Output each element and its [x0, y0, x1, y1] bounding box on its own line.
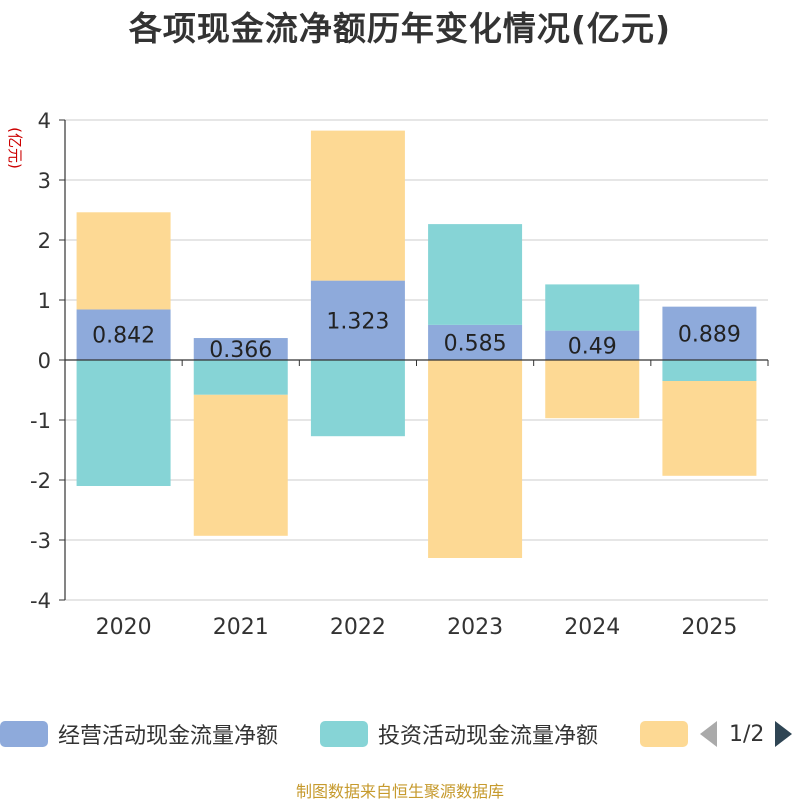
y-tick-label: 2 — [38, 229, 51, 253]
x-tick-label: 2020 — [96, 615, 152, 640]
data-label: 0.366 — [209, 338, 272, 363]
bar-investing — [193, 360, 288, 395]
y-tick-label: -1 — [30, 409, 51, 433]
bar-investing — [428, 224, 523, 325]
bar-operating — [428, 324, 523, 360]
bar-operating — [193, 338, 288, 360]
data-label: 0.889 — [678, 322, 741, 347]
legend-item-investing[interactable]: 投资活动现金流量净额 — [320, 716, 598, 752]
bar-financing — [545, 360, 640, 419]
bar-financing — [428, 360, 523, 558]
x-tick-label: 2021 — [213, 615, 269, 640]
y-tick-label: -4 — [30, 589, 51, 613]
bar-operating — [76, 309, 171, 360]
y-tick-label: -3 — [30, 529, 51, 553]
x-tick-label: 2025 — [681, 615, 737, 640]
data-label: 0.842 — [92, 324, 155, 349]
pager-next-icon[interactable] — [775, 721, 793, 747]
bar-financing — [662, 381, 757, 476]
chart-title: 各项现金流净额历年变化情况(亿元) — [128, 9, 672, 48]
x-tick-label: 2023 — [447, 615, 503, 640]
bar-financing — [310, 130, 405, 281]
legend-label-investing: 投资活动现金流量净额 — [378, 724, 599, 749]
bar-investing — [310, 360, 405, 437]
legend-label-operating: 经营活动现金流量净额 — [58, 724, 279, 749]
x-tick-label: 2022 — [330, 615, 386, 640]
legend-item-financing[interactable] — [640, 716, 698, 752]
bar-investing — [545, 284, 640, 331]
bar-investing — [76, 360, 171, 486]
x-tick-label: 2024 — [564, 615, 620, 640]
data-label: 0.49 — [568, 334, 617, 359]
y-tick-label: -2 — [30, 469, 51, 493]
legend: 经营活动现金流量净额 投资活动现金流量净额 1/2 — [0, 716, 800, 752]
y-tick-label: 3 — [38, 169, 51, 193]
bar-operating — [310, 280, 405, 360]
y-axis-label: (亿元) — [6, 127, 24, 169]
data-label: 1.323 — [326, 309, 389, 334]
legend-swatch-investing — [320, 721, 368, 747]
legend-pager: 1/2 — [700, 716, 793, 752]
bar-investing — [662, 360, 757, 381]
y-tick-label: 1 — [38, 289, 51, 313]
legend-swatch-operating — [0, 721, 48, 747]
y-tick-label: 4 — [38, 109, 51, 133]
legend-swatch-financing — [640, 721, 688, 747]
bar-operating — [662, 306, 757, 360]
bar-financing — [76, 212, 171, 310]
chart-plot: 4 3 2 1 0 -1 -2 -3 -4 (亿元) 2020 2021 2022 2023 2024 202… — [6, 109, 769, 640]
legend-item-operating[interactable]: 经营活动现金流量净额 — [0, 716, 278, 752]
y-tick-label: 0 — [38, 349, 51, 373]
bar-operating — [545, 330, 640, 360]
bar-financing — [193, 394, 288, 536]
pager-prev-icon[interactable] — [700, 721, 717, 747]
source-note: 制图数据来自恒生聚源数据库 — [295, 782, 504, 801]
pager-text: 1/2 — [729, 721, 765, 747]
data-label: 0.585 — [444, 331, 507, 356]
